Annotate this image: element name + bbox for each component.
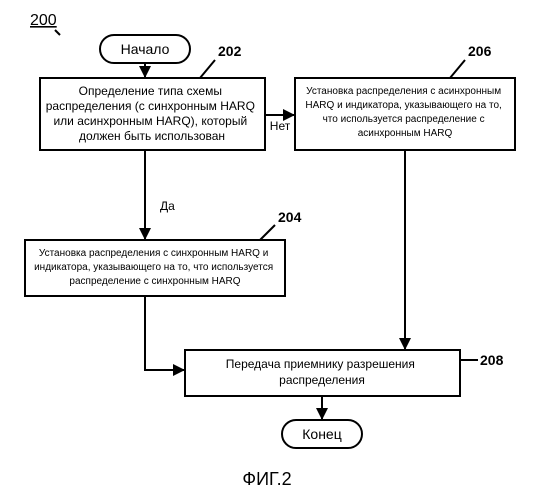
ref-202: 202 <box>218 43 242 59</box>
ref-tick <box>55 30 60 35</box>
edge-no-label: Нет <box>270 119 291 133</box>
start-label: Начало <box>121 41 170 57</box>
figure-ref: 200 <box>30 12 57 29</box>
ref-202-leader <box>200 60 215 78</box>
figure-caption: ФИГ.2 <box>242 469 291 489</box>
ref-204-leader <box>260 225 275 240</box>
edge-204-208 <box>145 296 185 370</box>
ref-206-leader <box>450 60 465 78</box>
node-204-text: Установка распределения с синхронным HAR… <box>34 248 276 287</box>
ref-206: 206 <box>468 43 492 59</box>
edge-yes-label: Да <box>160 199 175 213</box>
end-label: Конец <box>302 426 341 442</box>
ref-208: 208 <box>480 352 504 368</box>
ref-204: 204 <box>278 209 302 225</box>
